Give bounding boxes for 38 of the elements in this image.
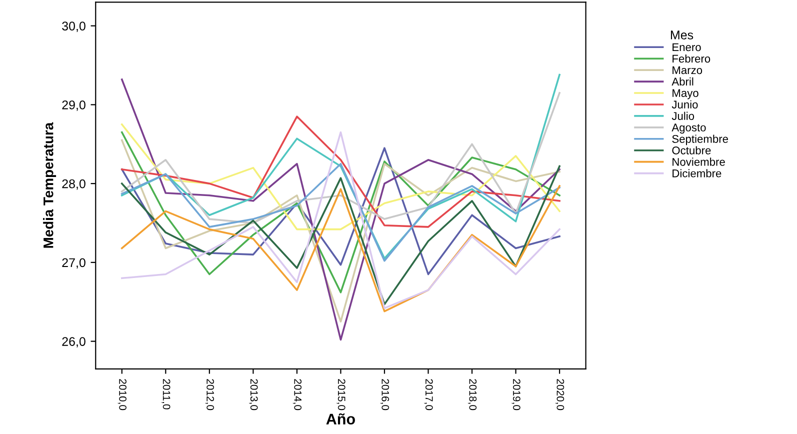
- x-tick-label: 2020,0: [556, 379, 564, 410]
- line-series: [120, 162, 560, 262]
- legend-label: Diciembre: [672, 169, 722, 178]
- y-tick-label: 26,0: [62, 337, 86, 348]
- legend-label: Febrero: [672, 54, 710, 63]
- y-tick-label: 27,0: [62, 258, 86, 269]
- line-series: [120, 74, 560, 260]
- x-tick-label: 2017,0: [424, 379, 433, 410]
- x-tick-label: 2018,0: [468, 379, 477, 410]
- legend-label: Octubre: [672, 146, 711, 154]
- y-tick-label: 28,0: [62, 179, 86, 190]
- legend-label: Agosto: [672, 124, 706, 134]
- x-axis-title: Año: [326, 413, 355, 424]
- legend-label: Marzo: [672, 66, 702, 74]
- y-tick-label: 30,0: [62, 22, 86, 32]
- legend-label: Abril: [672, 77, 694, 86]
- x-tick-label: 2012,0: [205, 379, 214, 410]
- legend-label: Septiembre: [672, 134, 728, 146]
- y-tick-label: 29,0: [62, 100, 86, 111]
- legend-label: Mayo: [672, 89, 698, 100]
- x-tick-label: 2015,0: [336, 379, 346, 410]
- legend-title: Mes: [670, 30, 694, 40]
- line-series: [120, 92, 560, 224]
- legend-label: Junio: [672, 100, 698, 108]
- line-series: [120, 147, 560, 276]
- y-axis-title: Media Temperatura: [43, 122, 56, 248]
- line-series: [120, 165, 560, 306]
- x-tick-label: 2013,0: [249, 379, 258, 410]
- line-series: [120, 185, 560, 312]
- x-tick-label: 2019,0: [512, 379, 520, 410]
- legend-label: Noviembre: [672, 158, 725, 166]
- x-tick-label: 2016,0: [380, 379, 390, 410]
- legend-label: Enero: [672, 43, 701, 52]
- x-tick-label: 2014,0: [292, 379, 302, 410]
- x-tick-label: 2010,0: [118, 379, 126, 410]
- legend-label: Julio: [672, 112, 694, 120]
- x-tick-label: 2011,0: [162, 379, 170, 410]
- line-series: [120, 78, 560, 341]
